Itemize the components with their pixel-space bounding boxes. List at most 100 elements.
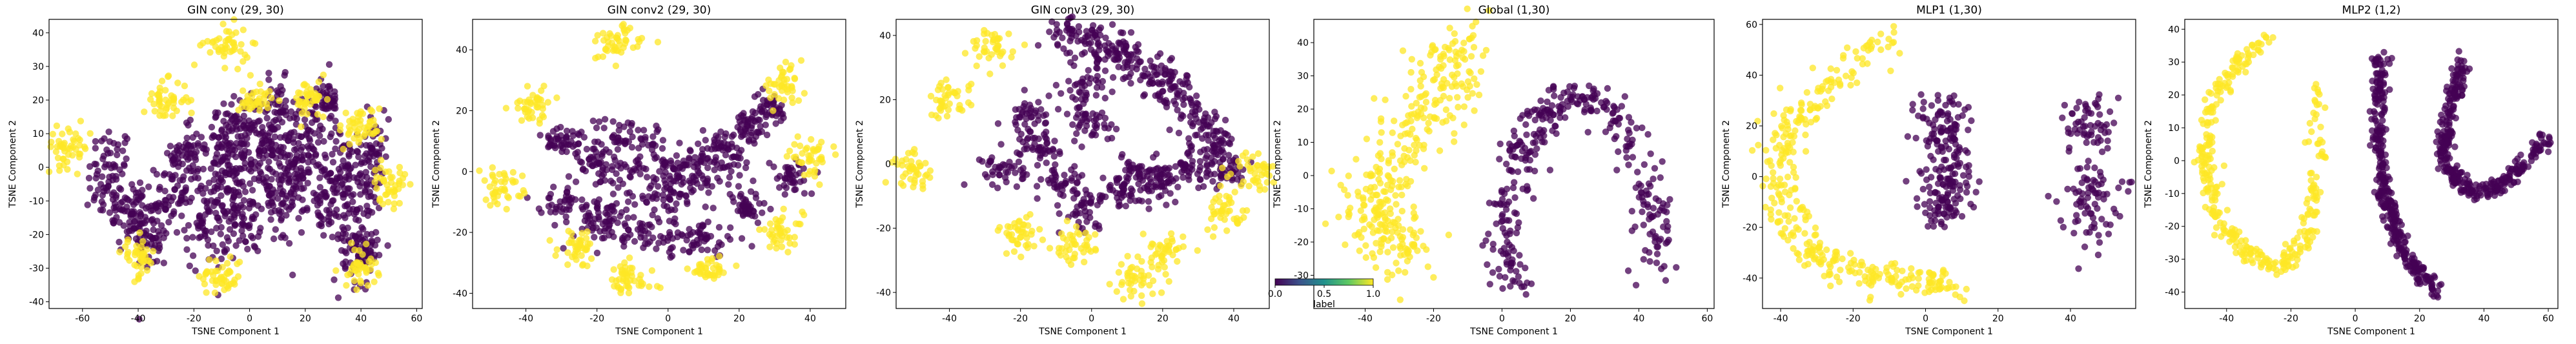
scatter-point (1416, 141, 1423, 149)
scatter-point (1517, 115, 1524, 122)
y-tick-label: 20 (32, 96, 44, 106)
scatter-point (1947, 116, 1954, 123)
scatter-point (708, 146, 715, 153)
scatter-point (1219, 165, 1226, 172)
scatter-point (1073, 130, 1080, 137)
scatter-point (1640, 221, 1647, 228)
scatter-point (686, 147, 693, 154)
scatter-point (1391, 165, 1398, 172)
scatter-points (1322, 5, 1680, 303)
scatter-point (236, 258, 243, 266)
scatter-point (547, 208, 554, 216)
scatter-point (1644, 131, 1651, 138)
scatter-point (1185, 149, 1192, 156)
scatter-point (722, 152, 730, 159)
scatter-point (635, 126, 642, 134)
scatter-point (1180, 233, 1187, 240)
scatter-point (1209, 161, 1216, 168)
scatter-point (305, 92, 312, 99)
scatter-point (1211, 224, 1218, 231)
scatter-point (1433, 66, 1440, 74)
scatter-point (163, 230, 170, 237)
scatter-point (1003, 250, 1010, 257)
scatter-point (110, 219, 117, 227)
scatter-point (748, 212, 756, 219)
scatter-point (1582, 101, 1590, 108)
scatter-point (1397, 132, 1404, 139)
scatter-point (1043, 136, 1050, 143)
scatter-point (1968, 117, 1975, 125)
scatter-point (666, 193, 673, 200)
scatter-point (1222, 116, 1229, 124)
scatter-point (280, 199, 287, 207)
scatter-point (501, 179, 508, 186)
scatter-point (366, 248, 374, 255)
scatter-point (183, 246, 190, 253)
scatter-point (749, 108, 757, 116)
colorbar-label: label (1313, 299, 1335, 310)
scatter-point (579, 206, 586, 213)
scatter-point (1085, 40, 1092, 47)
scatter-point (774, 223, 781, 230)
scatter-point (922, 159, 929, 167)
y-axis-label: TSNE Component 2 (1273, 120, 1283, 208)
scatter-point (709, 255, 716, 262)
scatter-point (348, 239, 355, 247)
axes-frame (48, 19, 423, 309)
scatter-point (1069, 121, 1076, 128)
scatter-point (353, 148, 361, 155)
scatter-point (742, 116, 749, 123)
scatter-point (1469, 90, 1476, 97)
scatter-point (1924, 143, 1932, 150)
scatter-point (1076, 88, 1083, 96)
scatter-point (170, 96, 178, 103)
scatter-point (991, 30, 999, 38)
scatter-point (1498, 218, 1505, 225)
y-tick-label: 20 (1297, 105, 1309, 115)
scatter-point (175, 159, 183, 167)
scatter-point (1408, 56, 1415, 63)
scatter-point (187, 116, 194, 124)
scatter-point (754, 219, 762, 227)
scatter-point (1335, 214, 1342, 221)
scatter-point (710, 205, 717, 212)
scatter-point (1063, 218, 1071, 225)
scatter-point (1158, 62, 1165, 70)
scatter-point (299, 156, 306, 163)
x-tick-label: -40 (131, 314, 146, 324)
scatter-point (167, 143, 174, 150)
scatter-point (1081, 258, 1088, 266)
scatter-point (800, 165, 807, 172)
scatter-point (1376, 139, 1384, 146)
scatter-point (718, 159, 726, 167)
scatter-point (1477, 68, 1485, 76)
scatter-point (160, 259, 167, 267)
scatter-point (622, 37, 630, 45)
scatter-point (158, 222, 165, 229)
scatter-point (65, 151, 72, 158)
scatter-point (328, 130, 335, 137)
scatter-point (110, 139, 118, 147)
scatter-point (1163, 201, 1170, 208)
scatter-point (617, 263, 624, 270)
scatter-point (699, 221, 706, 228)
scatter-point (1513, 268, 1520, 275)
scatter-point (679, 175, 686, 182)
scatter-point (1473, 81, 1480, 88)
scatter-point (1936, 108, 1944, 115)
scatter-point (1904, 133, 1912, 140)
scatter-point (894, 161, 901, 168)
scatter-point (1521, 145, 1529, 152)
scatter-point (1045, 176, 1052, 184)
scatter-point (799, 150, 806, 157)
scatter-point (210, 38, 217, 45)
scatter-point (53, 122, 61, 130)
scatter-point (578, 230, 586, 237)
scatter-point (911, 179, 918, 187)
scatter-point (123, 228, 130, 235)
scatter-point (695, 140, 702, 147)
scatter-point (1008, 231, 1016, 238)
scatter-point (1356, 247, 1363, 254)
scatter-point (1092, 32, 1099, 39)
scatter-point (552, 208, 559, 216)
